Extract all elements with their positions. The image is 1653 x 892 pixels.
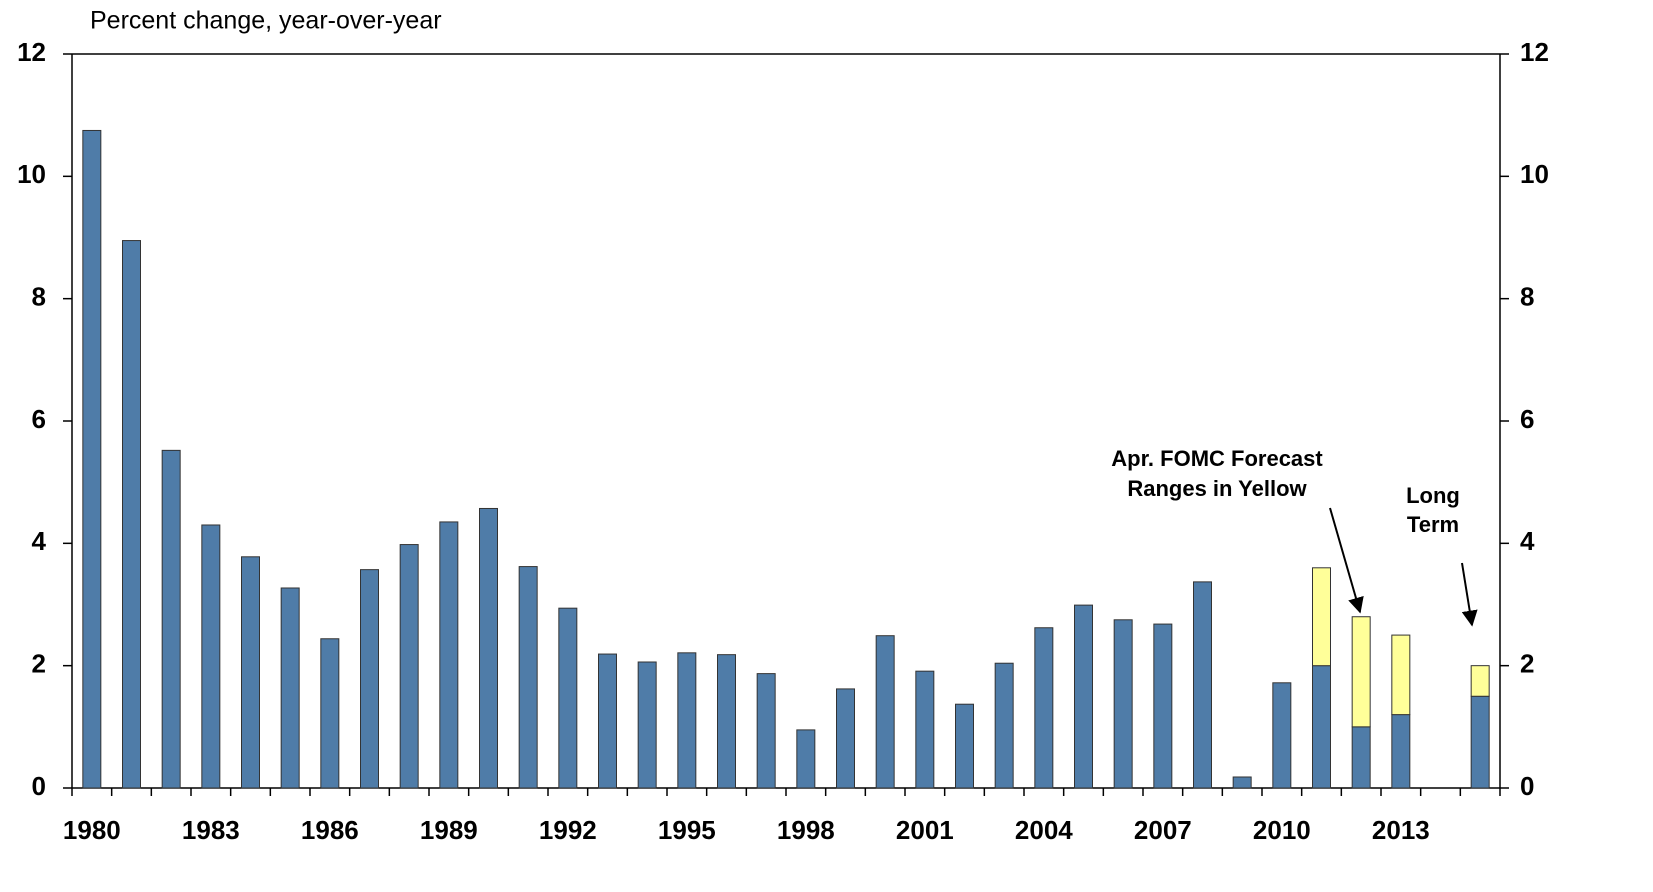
y2-tick-label: 4 xyxy=(1520,526,1535,556)
bar-segment xyxy=(241,556,260,789)
x-tick-label: 1986 xyxy=(301,815,359,845)
bar-segment xyxy=(518,566,538,789)
bar-segment xyxy=(915,670,935,789)
bar-segment xyxy=(201,524,221,789)
x-tick-label: 1983 xyxy=(182,815,240,845)
bar-segment xyxy=(598,653,617,789)
y-tick-label: 12 xyxy=(17,37,46,67)
y2-tick-label: 12 xyxy=(1520,37,1549,67)
y-tick-label: 0 xyxy=(32,771,46,801)
y2-tick-label: 8 xyxy=(1520,282,1534,312)
bar-segment xyxy=(1312,567,1331,667)
y2-tick-label: 2 xyxy=(1520,649,1534,679)
x-tick-label: 1992 xyxy=(539,815,597,845)
y-tick-label: 2 xyxy=(32,649,46,679)
annotation: Ranges in Yellow xyxy=(1127,476,1307,501)
annotation-arrow xyxy=(1329,507,1364,614)
x-tick-label: 1995 xyxy=(658,815,716,845)
bar-segment xyxy=(637,661,657,789)
bar-segment xyxy=(439,521,459,789)
bar-segment xyxy=(677,652,697,789)
bar-segment xyxy=(1153,623,1173,789)
bar-segment xyxy=(796,729,816,789)
x-tick-label: 2010 xyxy=(1253,815,1311,845)
bar-segment xyxy=(1470,665,1490,697)
bar-segment xyxy=(161,449,181,789)
y-tick-label: 10 xyxy=(17,159,46,189)
annotation: Long xyxy=(1406,483,1460,508)
x-tick-label: 2004 xyxy=(1015,815,1073,845)
bar-segment xyxy=(320,638,340,789)
bar-segment xyxy=(479,507,498,789)
bar-segment xyxy=(1232,776,1252,789)
bar-segment xyxy=(399,544,419,789)
y-tick-label: 8 xyxy=(32,282,46,312)
bar-segment xyxy=(717,654,736,789)
bar-segment xyxy=(955,703,974,789)
bar-segment xyxy=(82,129,102,789)
bar-segment xyxy=(1272,682,1292,789)
bar-segment xyxy=(1351,726,1371,789)
bar-segment xyxy=(1391,714,1411,789)
bar-segment xyxy=(1034,627,1054,789)
y-tick-label: 6 xyxy=(32,404,46,434)
y-tick-label: 4 xyxy=(32,526,47,556)
annotation: Term xyxy=(1407,512,1459,537)
annotation-arrow xyxy=(1461,562,1478,627)
bar-segment xyxy=(1391,634,1411,716)
bar-segment xyxy=(360,569,379,789)
y2-tick-label: 10 xyxy=(1520,159,1549,189)
bar-segment xyxy=(1074,604,1093,789)
bar-segment xyxy=(1312,665,1331,789)
y-axis-label: Percent change, year-over-year xyxy=(90,7,442,35)
x-tick-label: 2007 xyxy=(1134,815,1192,845)
bar-segment xyxy=(836,688,855,789)
bar-segment xyxy=(1113,619,1133,789)
bar-segment xyxy=(1470,695,1490,789)
bar-segment xyxy=(1351,616,1371,728)
bar-segment xyxy=(875,635,895,789)
bar-segment xyxy=(994,662,1014,789)
bar-segment xyxy=(756,673,776,789)
x-tick-label: 2013 xyxy=(1372,815,1430,845)
annotation: Apr. FOMC Forecast xyxy=(1111,446,1323,471)
bar-segment xyxy=(558,607,578,789)
x-tick-label: 1980 xyxy=(63,815,121,845)
bar-segment xyxy=(122,240,141,789)
x-tick-label: 2001 xyxy=(896,815,954,845)
bar-segment xyxy=(280,587,300,789)
x-tick-label: 1998 xyxy=(777,815,835,845)
bar-segment xyxy=(1193,581,1212,789)
x-tick-label: 1989 xyxy=(420,815,478,845)
y2-tick-label: 6 xyxy=(1520,404,1534,434)
y2-tick-label: 0 xyxy=(1520,771,1534,801)
